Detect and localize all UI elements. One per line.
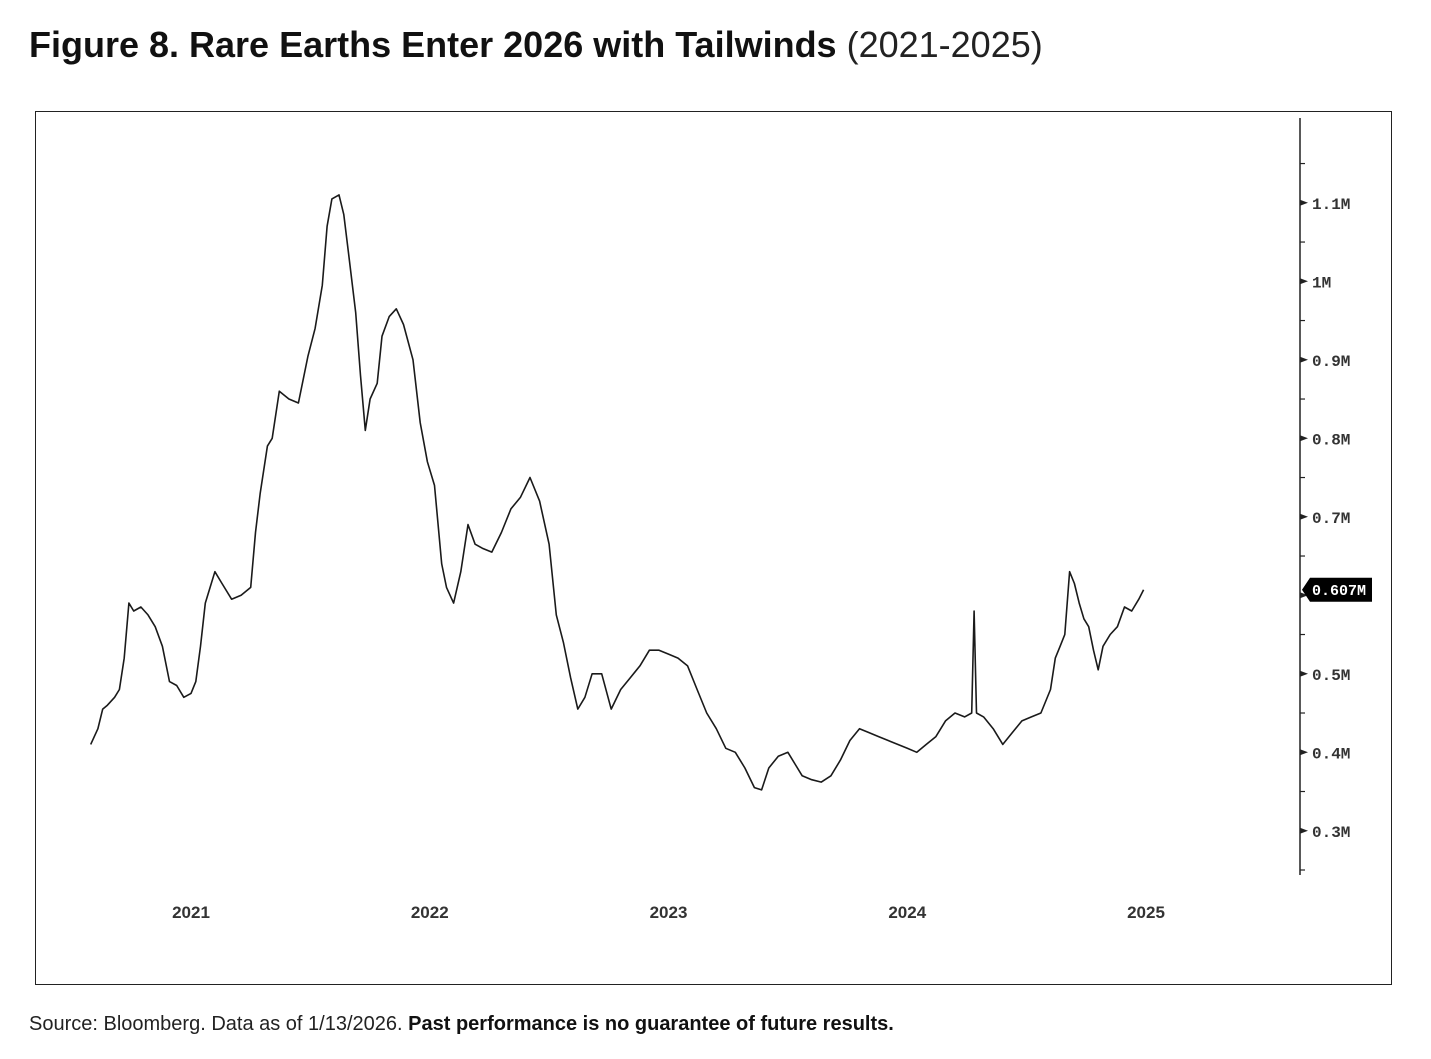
source-note: Source: Bloomberg. Data as of 1/13/2026.…	[29, 1010, 894, 1038]
source-text: Source: Bloomberg. Data as of 1/13/2026.	[29, 1013, 403, 1035]
chart-title-main: Figure 8. Rare Earths Enter 2026 with Ta…	[29, 24, 837, 65]
last-value-badge-shape	[1302, 577, 1372, 602]
y-tick-label: 0.4M	[1312, 745, 1350, 763]
y-major-tick	[1300, 278, 1308, 285]
y-major-tick	[1300, 670, 1308, 677]
y-tick-label: 0.8M	[1312, 431, 1350, 449]
y-tick-label: 1.1M	[1312, 196, 1350, 214]
y-major-tick	[1300, 827, 1308, 834]
chart-title: Figure 8. Rare Earths Enter 2026 with Ta…	[29, 22, 1043, 68]
chart-frame	[35, 111, 1392, 985]
last-value-badge-text: 0.607M	[1312, 583, 1366, 600]
x-tick-label: 2022	[411, 903, 449, 922]
series-line-rare-earths	[89, 194, 1145, 791]
chart-title-sub: (2021-2025)	[846, 24, 1043, 65]
y-tick-label: 0.9M	[1312, 353, 1350, 371]
y-major-tick	[1300, 435, 1308, 442]
y-major-tick	[1300, 592, 1308, 599]
y-major-tick	[1300, 749, 1308, 756]
y-tick-label: 0.7M	[1312, 510, 1350, 528]
y-axis: 0.3M 0.4M 0.5M 0.7M 0.8M 0.9M 1M 1.1M	[1299, 118, 1350, 875]
y-major-tick	[1300, 356, 1308, 363]
x-tick-label: 2023	[650, 903, 688, 922]
y-tick-label: 0.3M	[1312, 824, 1350, 842]
y-major-tick	[1300, 199, 1308, 206]
disclaimer-text: Past performance is no guarantee of futu…	[408, 1013, 894, 1035]
x-tick-label: 2021	[172, 903, 210, 922]
y-major-tick	[1300, 513, 1308, 520]
x-tick-label: 2025	[1127, 903, 1165, 922]
y-tick-label: 0.5M	[1312, 667, 1350, 685]
last-value-badge: 0.607M	[1302, 577, 1372, 602]
x-tick-label: 2024	[888, 903, 926, 922]
y-tick-label: 1M	[1312, 274, 1331, 292]
x-axis: 2021 2022 2023 2024 2025	[172, 903, 1165, 922]
